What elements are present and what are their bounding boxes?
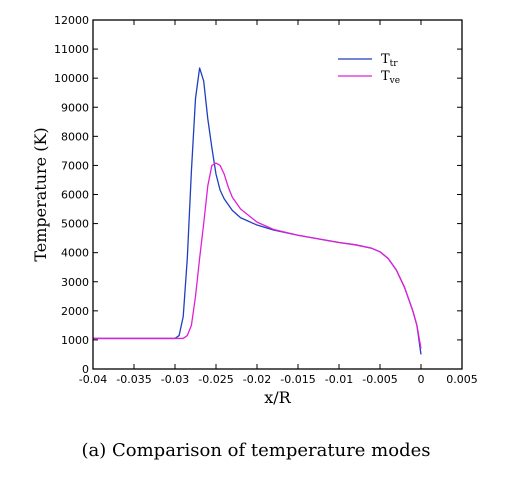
y-tick-label: 10000 <box>54 72 89 85</box>
y-tick-label: 9000 <box>61 101 89 114</box>
y-tick-label: 5000 <box>61 218 89 231</box>
x-tick-label: -0.02 <box>243 373 271 386</box>
x-tick-label: -0.035 <box>116 373 151 386</box>
figure-caption: (a) Comparison of temperature modes <box>81 440 431 461</box>
series-line-t-tr <box>93 67 422 355</box>
y-tick-label: 0 <box>82 363 89 376</box>
x-tick-label: 0.005 <box>446 373 478 386</box>
y-tick-label: 3000 <box>61 276 89 289</box>
y-tick-label: 1000 <box>61 334 89 347</box>
plot-frame <box>92 19 463 370</box>
y-tick-label: 12000 <box>54 14 89 27</box>
x-tick-label: -0.015 <box>280 373 315 386</box>
y-tick-label: 7000 <box>61 159 89 172</box>
y-tick-label: 8000 <box>61 130 89 143</box>
x-tick-label: 0 <box>418 373 425 386</box>
ticks-layer: -0.04 -0.035 -0.03 -0.025 -0.02 -0.015 -0.01 -0… <box>54 14 478 386</box>
x-tick-label: -0.025 <box>198 373 233 386</box>
x-tick-label: -0.04 <box>79 373 107 386</box>
series-layer <box>93 67 422 355</box>
y-axis-label: Temperature (K) <box>31 127 50 261</box>
y-tick-label: 11000 <box>54 43 89 56</box>
x-tick-label: -0.005 <box>362 373 397 386</box>
series-line-t-ve <box>93 162 422 349</box>
legend-label-ve: Tve <box>381 69 400 86</box>
y-tick-label: 6000 <box>61 189 89 202</box>
y-tick-label: 2000 <box>61 305 89 318</box>
y-tick-label: 4000 <box>61 247 89 260</box>
x-tick-label: -0.01 <box>325 373 353 386</box>
x-tick-label: -0.03 <box>161 373 189 386</box>
x-axis-label: x/R <box>264 388 291 407</box>
legend-label-tr: Ttr <box>381 52 398 69</box>
